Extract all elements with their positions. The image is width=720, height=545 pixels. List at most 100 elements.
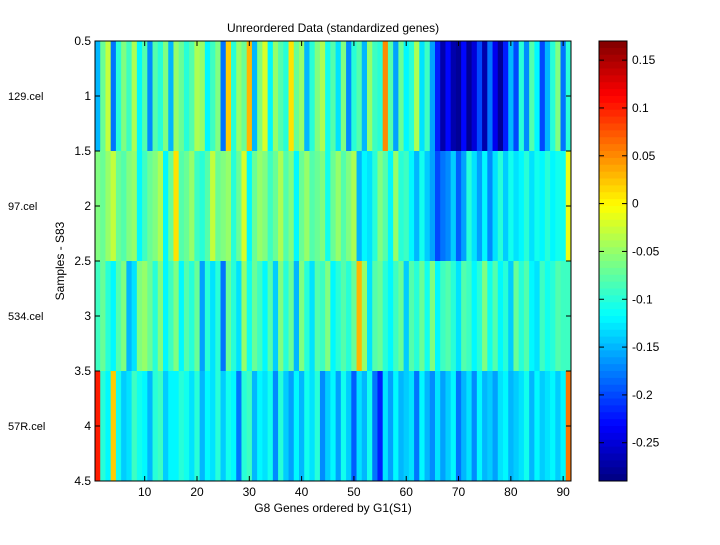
heatmap-cell [309, 261, 316, 371]
heatmap-cell [560, 41, 567, 151]
heatmap-cell [513, 41, 520, 151]
heatmap-cell [115, 261, 122, 371]
heatmap-cell [408, 371, 415, 481]
colorbar-tick-label: 0.05 [632, 149, 656, 163]
heatmap-cell [194, 371, 201, 481]
heatmap-cell [440, 371, 446, 481]
heatmap-cell [152, 151, 159, 261]
heatmap-cell [210, 151, 216, 261]
heatmap-cell [429, 371, 436, 481]
heatmap-cell [356, 371, 363, 481]
heatmap-cell [110, 371, 117, 481]
heatmap-cell [455, 151, 462, 261]
colorbar-segment [599, 446, 627, 455]
heatmap-cell [267, 41, 274, 151]
heatmap-cell [199, 371, 206, 481]
heatmap-cell [393, 151, 399, 261]
heatmap-cell [539, 151, 546, 261]
heatmap-cell [236, 261, 242, 371]
heatmap-cell [257, 151, 263, 261]
heatmap-cell [523, 41, 530, 151]
heatmap-cell [267, 151, 274, 261]
heatmap-cell [461, 261, 467, 371]
heatmap-cell [319, 151, 326, 261]
heatmap-cell [241, 41, 248, 151]
heatmap-cell [225, 151, 232, 261]
heatmap-cell [377, 371, 384, 481]
heatmap-cell [455, 41, 462, 151]
heatmap-cell [299, 261, 305, 371]
heatmap-cell [377, 41, 384, 151]
x-tick-label: 90 [556, 485, 570, 499]
heatmap-cell [314, 41, 321, 151]
heatmap-cell [309, 371, 316, 481]
heatmap-cell [309, 151, 316, 261]
heatmap-cell [424, 261, 431, 371]
heatmap-cell [163, 371, 169, 481]
x-tick-labels: 10 20 30 40 50 60 70 80 90 [138, 485, 570, 499]
heatmap-cell [387, 151, 394, 261]
row-label: 97.cel [8, 201, 37, 213]
heatmap-cell [419, 151, 425, 261]
colorbar-segment [599, 322, 627, 331]
heatmap-cell [351, 41, 357, 151]
heatmap-cell [299, 151, 305, 261]
colorbar-segment [599, 123, 627, 131]
colorbar-segment [599, 130, 627, 138]
colorbar-segment [599, 116, 627, 125]
heatmap-cell [476, 261, 483, 371]
heatmap-cell [518, 261, 525, 371]
colorbar-segment [599, 391, 627, 400]
heatmap-cell [293, 41, 300, 151]
heatmap-cell [100, 261, 106, 371]
heatmap-cell [539, 41, 546, 151]
heatmap-cell [555, 41, 561, 151]
colorbar-segment [599, 329, 627, 338]
colorbar-segment [599, 302, 627, 310]
heatmap-cell [377, 261, 384, 371]
heatmap-cell [325, 261, 331, 371]
heatmap-cell [304, 371, 310, 481]
heatmap-cell [424, 371, 431, 481]
heatmap-cell [372, 261, 378, 371]
colorbar-segment [599, 398, 627, 406]
heatmap-cell [440, 261, 446, 371]
heatmap-cell [246, 151, 253, 261]
colorbar-segment [599, 226, 627, 235]
heatmap-cell [529, 371, 535, 481]
colorbar-segment [599, 426, 627, 434]
heatmap-cell [487, 371, 493, 481]
heatmap-cell [194, 41, 201, 151]
heatmap-cell [403, 41, 410, 151]
colorbar-segment [599, 254, 627, 262]
heatmap-cell [445, 41, 452, 151]
heatmap-cell [450, 371, 457, 481]
y-tick-label: 0.5 [74, 34, 91, 48]
heatmap-cell [340, 261, 347, 371]
heatmap-cell [555, 151, 561, 261]
heatmap-cell [220, 41, 227, 151]
heatmap-cell [555, 371, 561, 481]
heatmap-cell [283, 371, 289, 481]
row-label: 129.cel [8, 91, 43, 103]
heatmap-cell [508, 261, 514, 371]
heatmap-cell [183, 371, 190, 481]
heatmap-cell [131, 261, 138, 371]
heatmap-cell [419, 41, 425, 151]
colorbar-segment [599, 157, 627, 166]
heatmap-cell [267, 371, 274, 481]
heatmap-cell [199, 41, 206, 151]
colorbar-segment [599, 109, 627, 118]
heatmap-cell [466, 151, 473, 261]
colorbar-segment [599, 47, 627, 56]
y-tick-label: 4 [84, 419, 91, 433]
heatmap-cell [387, 371, 394, 481]
colorbar-segment [599, 336, 627, 345]
heatmap-cell [304, 261, 310, 371]
heatmap-cell [304, 41, 310, 151]
heatmap-cells [95, 41, 572, 481]
heatmap-cell [518, 41, 525, 151]
heatmap-cell [503, 371, 509, 481]
heatmap-cell [283, 41, 289, 151]
